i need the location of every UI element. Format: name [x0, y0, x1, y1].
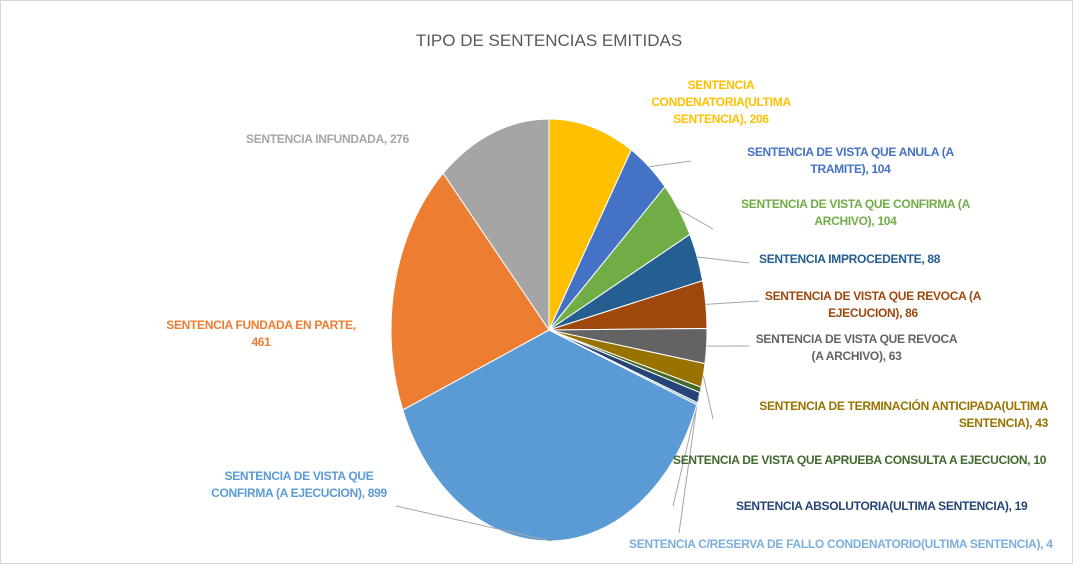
pie-slice [442, 118, 550, 332]
data-label: SENTENCIA DE VISTA QUE CONFIRMA (A EJECU… [211, 469, 387, 500]
label-name: SENTENCIA DE VISTA QUE ANULA (A TRAMITE) [747, 145, 954, 176]
label-value: 104 [871, 162, 891, 176]
label-value: 19 [1014, 499, 1028, 513]
leader-line [697, 256, 750, 264]
label-value: 4 [1046, 537, 1053, 551]
data-label: SENTENCIA DE VISTA QUE REVOCA (A EJECUCI… [764, 289, 982, 320]
leader-line [705, 300, 760, 305]
label-name: SENTENCIA IMPROCEDENTE [759, 252, 922, 266]
pie-slice [548, 118, 632, 331]
label-name: SENTENCIA DE VISTA QUE CONFIRMA (A ARCHI… [741, 197, 970, 228]
leader-line [672, 397, 700, 507]
label-name: SENTENCIA C/RESERVA DE FALLO CONDENATORI… [629, 537, 1041, 551]
label-value: 86 [905, 306, 918, 320]
data-label: SENTENCIA IMPROCEDENTE, 88 [759, 252, 941, 266]
label-value: 461 [251, 335, 271, 349]
data-label: SENTENCIA DE VISTA QUE ANULA (A TRAMITE)… [747, 145, 954, 176]
leader-line [678, 403, 698, 534]
label-value: 63 [888, 349, 902, 363]
data-label: SENTENCIA C/RESERVA DE FALLO CONDENATORI… [629, 537, 1053, 551]
data-label: SENTENCIA CONDENATORIA(ULTIMA SENTENCIA)… [651, 78, 791, 126]
label-value: 276 [389, 132, 410, 146]
label-name: SENTENCIA CONDENATORIA(ULTIMA SENTENCIA) [651, 78, 791, 126]
label-value: 43 [1035, 416, 1048, 430]
data-label: SENTENCIA INFUNDADA, 276 [246, 132, 410, 146]
data-label: SENTENCIA DE VISTA QUE APRUEBA CONSULTA … [673, 453, 1047, 467]
pie-slice [390, 172, 550, 411]
label-name: SENTENCIA INFUNDADA [246, 132, 384, 146]
label-value: 10 [1033, 453, 1047, 467]
label-name: SENTENCIA DE TERMINACIÓN ANTICIPADA(ULTI… [759, 399, 1048, 430]
label-name: SENTENCIA DE VISTA QUE REVOCA (A ARCHIVO… [755, 332, 958, 363]
label-value: 104 [877, 214, 897, 228]
data-label: SENTENCIA DE VISTA QUE REVOCA (A ARCHIVO… [755, 332, 958, 363]
data-label: SENTENCIA DE VISTA QUE CONFIRMA (A ARCHI… [741, 197, 970, 228]
label-name: SENTENCIA FUNDADA EN PARTE [166, 318, 353, 332]
leader-line [649, 160, 692, 168]
label-value: 899 [367, 486, 387, 500]
pie-slice [402, 329, 698, 542]
label-name: SENTENCIA ABSOLUTORIA(ULTIMA SENTENCIA) [736, 499, 1009, 513]
chart-title: TIPO DE SENTENCIAS EMITIDAS [416, 31, 682, 50]
label-name: SENTENCIA DE VISTA QUE CONFIRMA (A EJECU… [211, 469, 374, 500]
leader-line [678, 208, 714, 230]
leader-line [395, 505, 552, 542]
label-value: 206 [749, 112, 769, 126]
label-name: SENTENCIA DE VISTA QUE REVOCA (A EJECUCI… [764, 289, 982, 320]
label-name: SENTENCIA DE VISTA QUE APRUEBA CONSULTA … [673, 453, 1028, 467]
data-label: SENTENCIA FUNDADA EN PARTE, 461 [166, 318, 356, 349]
label-value: 88 [927, 252, 941, 266]
leader-line [702, 375, 714, 420]
data-label: SENTENCIA DE TERMINACIÓN ANTICIPADA(ULTI… [759, 399, 1048, 430]
data-label: SENTENCIA ABSOLUTORIA(ULTIMA SENTENCIA),… [736, 499, 1028, 513]
